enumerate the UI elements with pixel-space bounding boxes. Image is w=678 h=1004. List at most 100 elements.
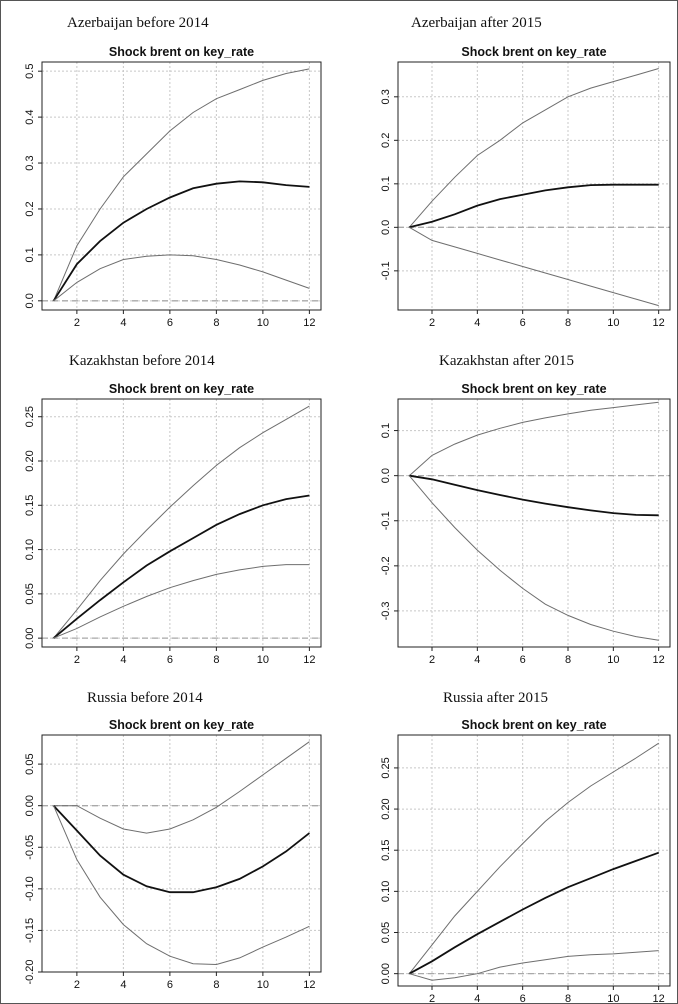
plot-panel-4: Shock brent on key_rate 2 4 6 8 10 12 -0.3 -0.2 -…	[380, 382, 671, 666]
y-tick-label: -0.1	[380, 261, 392, 280]
plot-title: Shock brent on key_rate	[461, 382, 606, 396]
y-tick-label: 0.10	[24, 539, 36, 560]
y-tick-label: 0.1	[24, 247, 36, 262]
caption-azerbaijan-before-2014: Azerbaijan before 2014	[67, 15, 209, 31]
y-tick-label: -0.05	[24, 835, 36, 860]
ci-upper-line	[53, 68, 310, 301]
x-tick-label: 12	[303, 979, 315, 991]
y-tick-label: 0.4	[24, 109, 36, 124]
x-tick-label: 12	[303, 654, 315, 666]
plot-title: Shock brent on key_rate	[109, 45, 254, 59]
x-tick-label: 2	[74, 317, 80, 329]
y-tick-label: -0.1	[380, 511, 392, 530]
x-tick-label: 6	[167, 317, 173, 329]
y-tick-label: 0.00	[380, 963, 392, 984]
plot-panel-5: Shock brent on key_rate 2 4 6 8 10 12 -0.20 -0.1…	[24, 718, 322, 991]
x-tick-label: 4	[474, 317, 480, 329]
x-tick-label: 6	[167, 654, 173, 666]
x-tick-label: 10	[607, 993, 619, 1004]
plot-title: Shock brent on key_rate	[109, 718, 254, 732]
ci-upper-line	[53, 405, 310, 639]
x-tick-label: 8	[213, 317, 219, 329]
y-tick-label: 0.2	[380, 133, 392, 148]
irf-line	[52, 180, 310, 302]
y-tick-label: 0.0	[380, 468, 392, 483]
x-tick-label: 4	[120, 979, 126, 991]
y-tick-label: 0.0	[380, 220, 392, 235]
x-tick-label: 2	[429, 654, 435, 666]
plot-panel-3: Shock brent on key_rate 2 4 6 8 10 12 0.00 0.05 0…	[24, 382, 322, 666]
ci-lower-line	[409, 950, 659, 981]
caption-kazakhstan-before-2014: Kazakhstan before 2014	[69, 353, 215, 369]
x-tick-label: 6	[520, 654, 526, 666]
y-tick-label: 0.15	[24, 495, 36, 516]
x-tick-label: 4	[474, 993, 480, 1004]
x-tick-label: 12	[303, 317, 315, 329]
plot-panel-2: Shock brent on key_rate 2 4 6 8 10 12 -0.1 0.0 0.…	[380, 45, 671, 329]
y-tick-label: 0.00	[24, 627, 36, 648]
x-tick-label: 10	[257, 654, 269, 666]
y-tick-label: 0.25	[380, 757, 392, 778]
x-tick-label: 2	[74, 979, 80, 991]
x-tick-label: 12	[653, 317, 665, 329]
plot-frame	[397, 734, 671, 987]
x-tick-label: 10	[607, 654, 619, 666]
irf-line	[408, 851, 660, 975]
x-tick-label: 4	[120, 317, 126, 329]
x-tick-label: 10	[257, 979, 269, 991]
x-tick-label: 12	[653, 654, 665, 666]
irf-line	[53, 494, 310, 639]
irf-line	[409, 474, 659, 517]
y-tick-label: -0.3	[380, 601, 392, 620]
y-tick-label: 0.20	[380, 798, 392, 819]
x-tick-label: 8	[565, 317, 571, 329]
x-tick-label: 2	[74, 654, 80, 666]
x-tick-label: 4	[474, 654, 480, 666]
y-tick-label: 0.10	[380, 881, 392, 902]
y-tick-label: 0.2	[24, 201, 36, 216]
ci-lower-line	[53, 254, 310, 302]
y-tick-label: 0.3	[380, 89, 392, 104]
caption-russia-before-2014: Russia before 2014	[87, 690, 203, 706]
y-tick-label: 0.3	[24, 155, 36, 170]
y-tick-label: 0.05	[24, 583, 36, 604]
x-tick-label: 2	[429, 993, 435, 1004]
irf-line	[409, 183, 659, 229]
y-tick-label: 0.20	[24, 450, 36, 471]
y-tick-label: 0.0	[24, 293, 36, 308]
irf-line	[52, 805, 310, 894]
y-tick-label: 0.05	[380, 922, 392, 943]
y-tick-label: -0.15	[24, 918, 36, 943]
x-tick-label: 8	[565, 993, 571, 1004]
y-tick-label: 0.25	[24, 406, 36, 427]
ci-upper-line	[408, 68, 659, 228]
ci-lower-line	[53, 564, 310, 639]
ci-lower-line	[408, 475, 659, 641]
y-tick-label: 0.00	[24, 795, 36, 816]
x-tick-label: 6	[167, 979, 173, 991]
plot-panel-6: Shock brent on key_rate 2 4 6 8 10 12 0.00 0.05 0…	[380, 718, 671, 1004]
x-tick-label: 6	[520, 317, 526, 329]
x-tick-label: 8	[213, 979, 219, 991]
plot-title: Shock brent on key_rate	[109, 382, 254, 396]
ci-upper-line	[53, 741, 310, 834]
plot-frame	[41, 61, 322, 311]
y-tick-label: 0.1	[380, 423, 392, 438]
caption-russia-after-2015: Russia after 2015	[443, 690, 548, 706]
plot-title: Shock brent on key_rate	[461, 45, 606, 59]
x-tick-label: 2	[429, 317, 435, 329]
caption-kazakhstan-after-2015: Kazakhstan after 2015	[439, 353, 574, 369]
ci-upper-line	[408, 401, 659, 477]
plot-frame	[397, 398, 671, 648]
plot-panel-1: Shock brent on key_rate 2 4 6 8 10 12 0.0 0.1 0.2…	[24, 45, 322, 329]
x-tick-label: 8	[565, 654, 571, 666]
y-tick-label: -0.10	[24, 876, 36, 901]
ci-upper-line	[408, 742, 659, 975]
y-tick-label: -0.20	[24, 959, 36, 984]
ci-lower-line	[409, 226, 659, 307]
plot-title: Shock brent on key_rate	[461, 718, 606, 732]
x-tick-label: 10	[257, 317, 269, 329]
caption-azerbaijan-after-2015: Azerbaijan after 2015	[411, 15, 542, 31]
